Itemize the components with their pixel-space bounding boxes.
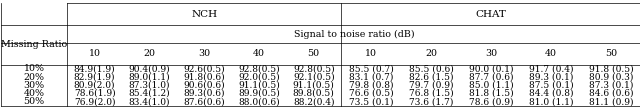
Text: 76.9(2.0): 76.9(2.0)	[74, 97, 115, 106]
Text: 91.1(0.5): 91.1(0.5)	[238, 81, 280, 90]
Text: 89.9(0.5): 89.9(0.5)	[238, 89, 280, 98]
Text: 91.8 (0.5): 91.8 (0.5)	[589, 64, 634, 73]
Text: 87.7 (0.6): 87.7 (0.6)	[469, 73, 513, 82]
Text: 87.3(1.0): 87.3(1.0)	[129, 81, 170, 90]
Text: 73.5 (0.1): 73.5 (0.1)	[349, 97, 394, 106]
Text: 40: 40	[253, 49, 265, 59]
Text: 87.5 (0.1): 87.5 (0.1)	[529, 81, 573, 90]
Text: 90.4(0.9): 90.4(0.9)	[129, 64, 170, 73]
Text: 92.8(0.5): 92.8(0.5)	[238, 64, 280, 73]
Text: 83.1 (0.7): 83.1 (0.7)	[349, 73, 394, 82]
Text: 78.6 (0.9): 78.6 (0.9)	[469, 97, 513, 106]
Text: 73.6 (1.7): 73.6 (1.7)	[409, 97, 453, 106]
Text: 92.0(0.5): 92.0(0.5)	[238, 73, 280, 82]
Text: 20: 20	[143, 49, 156, 59]
Text: 80.9 (0.3): 80.9 (0.3)	[589, 73, 634, 82]
Text: 90.6(0.6): 90.6(0.6)	[183, 81, 225, 90]
Text: 30: 30	[485, 49, 497, 59]
Text: 89.8(0.5): 89.8(0.5)	[293, 89, 335, 98]
Text: 83.4(1.0): 83.4(1.0)	[129, 97, 170, 106]
Text: 76.8 (1.5): 76.8 (1.5)	[409, 89, 454, 98]
Text: 85.0 (1.1): 85.0 (1.1)	[469, 81, 513, 90]
Text: 89.3(0.6): 89.3(0.6)	[184, 89, 225, 98]
Text: 87.6(0.6): 87.6(0.6)	[183, 97, 225, 106]
Text: 82.6 (1.5): 82.6 (1.5)	[409, 73, 453, 82]
Text: 81.0 (1.1): 81.0 (1.1)	[529, 97, 573, 106]
Text: 92.8(0.5): 92.8(0.5)	[293, 64, 335, 73]
Text: 88.2(0.4): 88.2(0.4)	[293, 97, 335, 106]
Text: 89.3 (0.1): 89.3 (0.1)	[529, 73, 573, 82]
Text: 20%: 20%	[24, 73, 45, 82]
Text: 76.6 (0.5): 76.6 (0.5)	[349, 89, 394, 98]
Text: 80.9(2.0): 80.9(2.0)	[74, 81, 115, 90]
Text: 89.0(1.1): 89.0(1.1)	[129, 73, 170, 82]
Text: Missing Ratio: Missing Ratio	[1, 40, 67, 49]
Text: 50: 50	[605, 49, 618, 59]
Text: 81.1 (0.9): 81.1 (0.9)	[589, 97, 634, 106]
Text: 90.0 (0.1): 90.0 (0.1)	[469, 64, 513, 73]
Text: 87.3 (0.1): 87.3 (0.1)	[589, 81, 634, 90]
Text: 91.8(0.6): 91.8(0.6)	[183, 73, 225, 82]
Text: 10: 10	[88, 49, 100, 59]
Text: 20: 20	[425, 49, 437, 59]
Text: 81.8 (1.5): 81.8 (1.5)	[469, 89, 513, 98]
Text: 92.1(0.5): 92.1(0.5)	[293, 73, 335, 82]
Text: 50: 50	[308, 49, 320, 59]
Text: 91.7 (0.4): 91.7 (0.4)	[529, 64, 573, 73]
Text: 79.8 (0.8): 79.8 (0.8)	[349, 81, 394, 90]
Text: 10%: 10%	[24, 64, 45, 73]
Text: 92.6(0.5): 92.6(0.5)	[183, 64, 225, 73]
Text: 40: 40	[545, 49, 557, 59]
Text: 85.5 (0.6): 85.5 (0.6)	[409, 64, 454, 73]
Text: 91.1(0.5): 91.1(0.5)	[293, 81, 335, 90]
Text: 85.4(1.2): 85.4(1.2)	[129, 89, 170, 98]
Text: 88.0(0.6): 88.0(0.6)	[238, 97, 280, 106]
Text: 85.5 (0.7): 85.5 (0.7)	[349, 64, 394, 73]
Text: Signal to noise ratio (dB): Signal to noise ratio (dB)	[294, 29, 415, 39]
Text: CHAT: CHAT	[476, 10, 507, 19]
Text: 40%: 40%	[24, 89, 45, 98]
Text: 84.4 (0.8): 84.4 (0.8)	[529, 89, 573, 98]
Text: 30%: 30%	[24, 81, 45, 90]
Text: 30: 30	[198, 49, 210, 59]
Text: 78.6(1.9): 78.6(1.9)	[74, 89, 115, 98]
Text: 84.6 (0.6): 84.6 (0.6)	[589, 89, 634, 98]
Text: NCH: NCH	[191, 10, 217, 19]
Text: 50%: 50%	[24, 97, 45, 106]
Text: 79.7 (0.9): 79.7 (0.9)	[409, 81, 453, 90]
Text: 82.9(1.9): 82.9(1.9)	[74, 73, 115, 82]
Text: 84.9(1.9): 84.9(1.9)	[74, 64, 115, 73]
Text: 10: 10	[365, 49, 377, 59]
